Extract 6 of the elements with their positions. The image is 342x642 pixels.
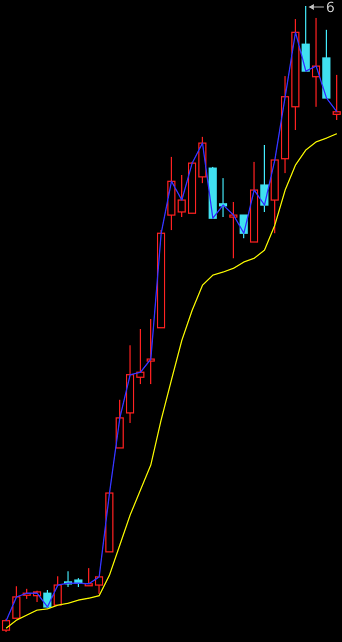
- candlestick: [178, 174, 186, 218]
- candlestick: [291, 18, 300, 131]
- candlestick: [126, 344, 134, 424]
- candlestick: [280, 76, 290, 174]
- annotation: 6: [326, 0, 335, 16]
- candlestick: [218, 178, 228, 218]
